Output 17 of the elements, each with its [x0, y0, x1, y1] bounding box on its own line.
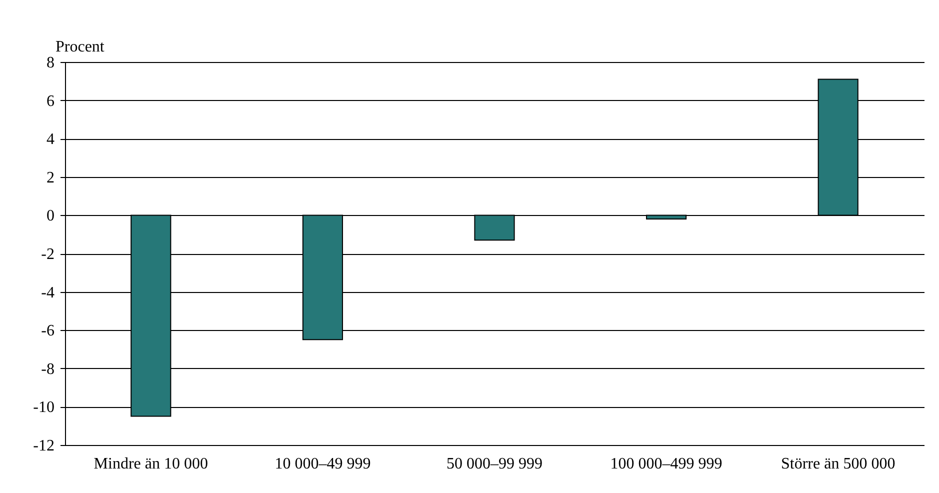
y-tick-label: -10 [33, 399, 54, 416]
x-tick-label: Mindre än 10 000 [94, 456, 208, 472]
y-tick-label: 6 [46, 92, 54, 110]
y-tick-label: -12 [33, 438, 54, 454]
y-tick-label: -8 [41, 360, 54, 378]
y-axis-title: Procent [56, 38, 105, 56]
x-tick-label: 10 000–49 999 [274, 456, 371, 472]
y-tick-label: 2 [46, 169, 54, 186]
x-tick-label: Större än 500 000 [781, 456, 896, 472]
y-tick-label: -4 [41, 284, 54, 302]
y-tick-label: 4 [46, 131, 54, 148]
y-tick-label: -2 [41, 246, 54, 263]
y-tick-label: 8 [46, 54, 54, 72]
x-tick-label: 50 000–99 999 [446, 456, 542, 472]
y-tick-label: -6 [41, 322, 54, 340]
x-tick-label: 100 000–499 999 [610, 456, 722, 472]
y-tick-label: 0 [46, 208, 54, 225]
